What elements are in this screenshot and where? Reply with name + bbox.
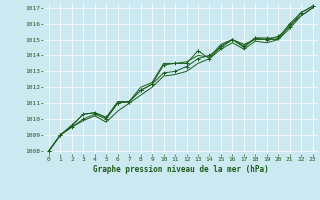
X-axis label: Graphe pression niveau de la mer (hPa): Graphe pression niveau de la mer (hPa) <box>93 165 269 174</box>
